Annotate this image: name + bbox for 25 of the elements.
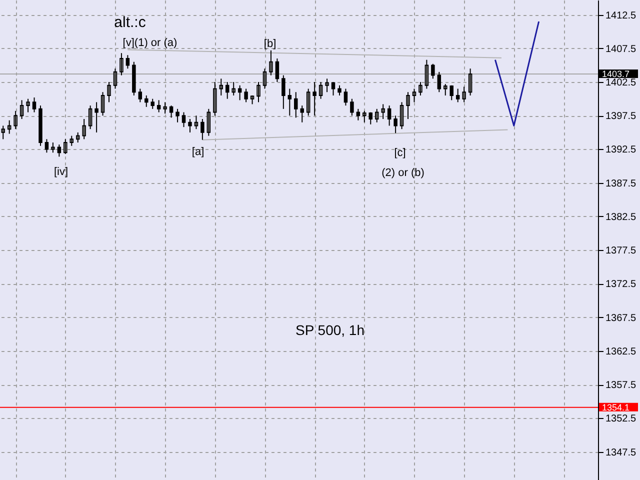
- annotation: [c]: [394, 147, 406, 159]
- y-tick-label: 1387.5: [606, 178, 637, 190]
- y-tick-label: 1397.5: [606, 111, 637, 122]
- annotation: [v](1) or (a): [122, 37, 178, 49]
- annotation: (2) or (b): [382, 167, 424, 179]
- y-tick-label: 1347.5: [606, 447, 637, 458]
- y-tick-label: 1412.5: [606, 10, 637, 22]
- y-tick-label: 1362.5: [606, 346, 637, 358]
- y-tick-label: 1407.5: [606, 44, 637, 55]
- text: SP 500, 1h: [295, 322, 365, 338]
- y-tick-label: 1392.5: [606, 144, 637, 156]
- ref-line-label: 1354.1: [602, 402, 630, 412]
- y-tick-label: 1377.5: [606, 246, 637, 257]
- y-tick-label: 1382.5: [606, 212, 637, 223]
- annotation: alt.:c: [114, 14, 146, 31]
- annotation: [iv]: [54, 166, 68, 178]
- ref-line-label: 1403.7: [602, 68, 630, 79]
- y-tick-label: 1402.5: [606, 78, 637, 89]
- y-tick-label: 1367.5: [606, 312, 637, 324]
- y-tick-label: 1372.5: [606, 279, 637, 290]
- candlestick: [325, 78, 329, 93]
- y-tick-label: 1357.5: [606, 380, 637, 392]
- annotation: [b]: [264, 38, 276, 50]
- y-tick-label: 1352.5: [606, 414, 637, 425]
- annotation: [a]: [192, 146, 204, 158]
